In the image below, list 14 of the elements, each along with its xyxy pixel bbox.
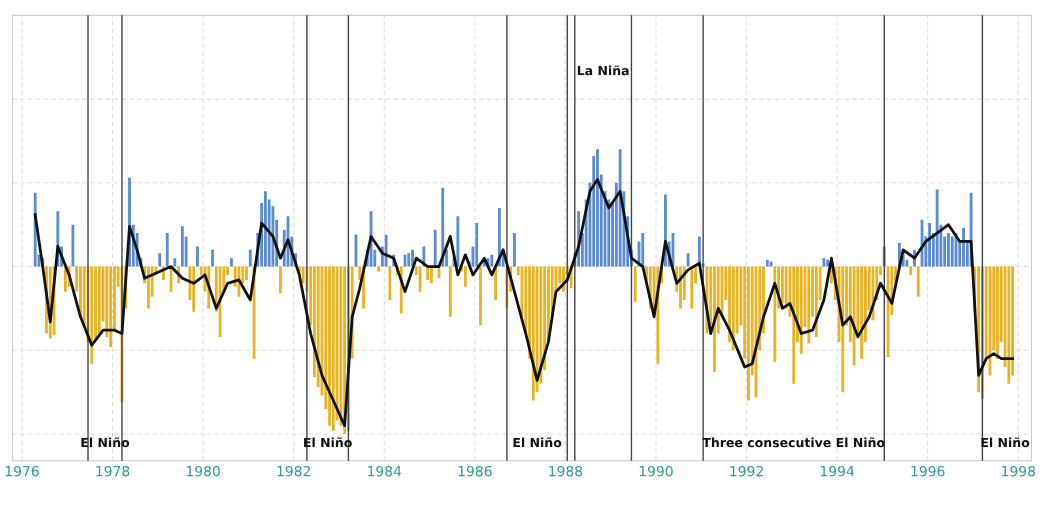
x-tick-label: 1986 [458, 465, 492, 477]
x-tick-label: 1996 [911, 465, 945, 477]
x-tick-label: 1984 [368, 465, 402, 477]
x-tick-label: 1988 [549, 465, 583, 477]
x-tick-label: 1980 [186, 465, 220, 477]
x-tick-label: 1976 [5, 465, 39, 477]
text: El Niño [513, 437, 562, 448]
x-tick-label: 1990 [639, 465, 673, 477]
x-tick-label: 1978 [96, 465, 130, 477]
x-tick-label: 1998 [1002, 465, 1035, 477]
text: La Niña [577, 65, 629, 76]
x-tick-label: 1982 [277, 465, 310, 477]
x-tick-label: 1992 [730, 465, 763, 477]
x-tick-label: 1994 [820, 465, 855, 477]
